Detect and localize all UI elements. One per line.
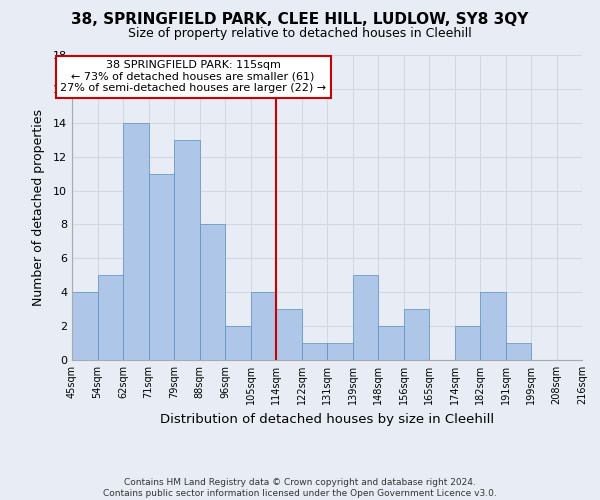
Bar (480, 292, 505, 360)
Text: Contains HM Land Registry data © Crown copyright and database right 2024.
Contai: Contains HM Land Registry data © Crown c… (103, 478, 497, 498)
Text: Size of property relative to detached houses in Cleehill: Size of property relative to detached ho… (128, 28, 472, 40)
Y-axis label: Number of detached properties: Number of detached properties (32, 109, 44, 306)
Bar (174, 140, 199, 360)
Bar (72, 292, 97, 360)
Bar (505, 343, 531, 360)
Bar (97, 276, 123, 360)
Bar (455, 326, 480, 360)
Bar (276, 309, 302, 360)
Bar (251, 292, 276, 360)
Bar (378, 326, 404, 360)
Bar (225, 326, 251, 360)
Bar (404, 309, 429, 360)
Text: 38 SPRINGFIELD PARK: 115sqm
← 73% of detached houses are smaller (61)
27% of sem: 38 SPRINGFIELD PARK: 115sqm ← 73% of det… (60, 60, 326, 94)
Bar (302, 343, 327, 360)
X-axis label: Distribution of detached houses by size in Cleehill: Distribution of detached houses by size … (160, 412, 494, 426)
Bar (199, 224, 225, 360)
Bar (123, 123, 149, 360)
Bar (149, 174, 174, 360)
Bar (353, 276, 378, 360)
Text: 38, SPRINGFIELD PARK, CLEE HILL, LUDLOW, SY8 3QY: 38, SPRINGFIELD PARK, CLEE HILL, LUDLOW,… (71, 12, 529, 28)
Bar (327, 343, 353, 360)
